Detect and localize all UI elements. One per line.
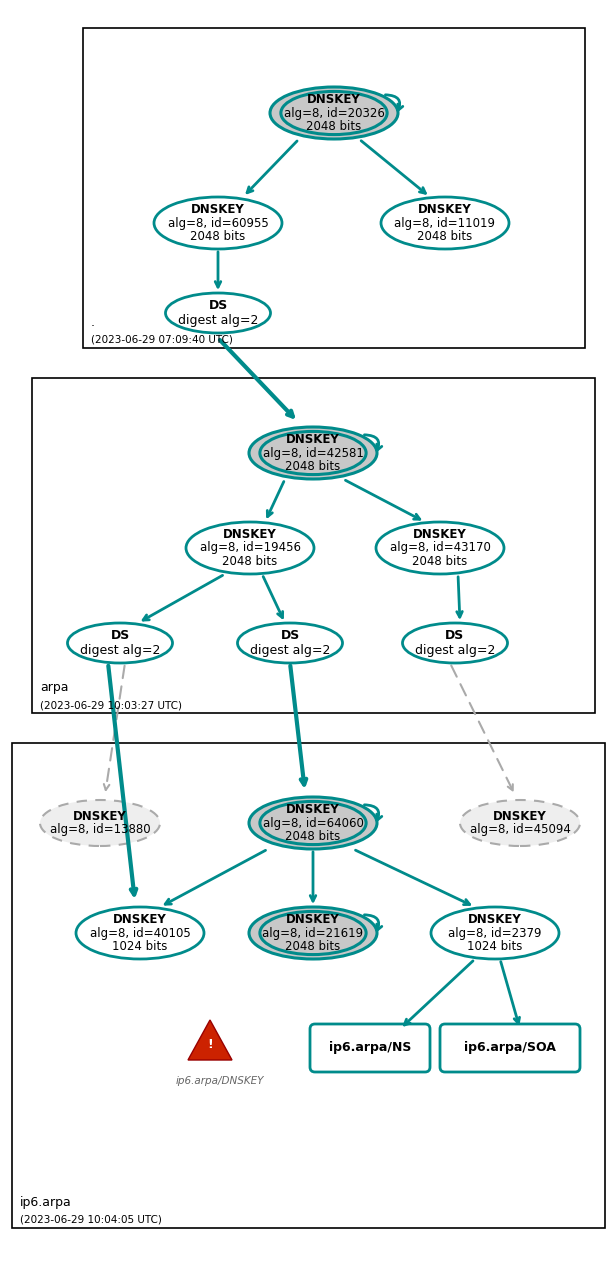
Ellipse shape	[249, 907, 377, 958]
Ellipse shape	[460, 800, 580, 846]
Text: alg=8, id=42581: alg=8, id=42581	[262, 446, 364, 460]
FancyBboxPatch shape	[83, 28, 585, 348]
Text: DNSKEY: DNSKEY	[223, 528, 277, 541]
Text: 2048 bits: 2048 bits	[286, 831, 341, 843]
Ellipse shape	[249, 797, 377, 849]
Ellipse shape	[67, 622, 172, 663]
Text: DNSKEY: DNSKEY	[286, 433, 340, 446]
Text: alg=8, id=20326: alg=8, id=20326	[284, 106, 384, 120]
Text: DNSKEY: DNSKEY	[493, 810, 547, 823]
Text: alg=8, id=45094: alg=8, id=45094	[470, 823, 571, 836]
FancyBboxPatch shape	[310, 1024, 430, 1072]
Text: alg=8, id=40105: alg=8, id=40105	[89, 927, 191, 939]
Text: 1024 bits: 1024 bits	[467, 941, 523, 953]
Text: DNSKEY: DNSKEY	[468, 912, 522, 925]
Text: DS: DS	[280, 629, 300, 643]
Text: DS: DS	[208, 299, 227, 312]
Ellipse shape	[166, 293, 270, 334]
Text: alg=8, id=19456: alg=8, id=19456	[199, 542, 300, 555]
Text: DS: DS	[110, 629, 129, 643]
Polygon shape	[188, 1020, 232, 1059]
Ellipse shape	[381, 197, 509, 249]
Text: ip6.arpa/DNSKEY: ip6.arpa/DNSKEY	[176, 1076, 264, 1086]
Ellipse shape	[270, 87, 398, 139]
Text: 2048 bits: 2048 bits	[223, 555, 278, 569]
Text: digest alg=2: digest alg=2	[250, 644, 330, 657]
Text: DNSKEY: DNSKEY	[307, 93, 361, 106]
Text: alg=8, id=13880: alg=8, id=13880	[50, 823, 150, 836]
Text: 2048 bits: 2048 bits	[413, 555, 468, 569]
Text: DNSKEY: DNSKEY	[413, 528, 467, 541]
Ellipse shape	[249, 427, 377, 479]
Ellipse shape	[403, 622, 508, 663]
Text: alg=8, id=64060: alg=8, id=64060	[262, 817, 364, 829]
Ellipse shape	[154, 197, 282, 249]
Text: DS: DS	[446, 629, 465, 643]
Text: alg=8, id=2379: alg=8, id=2379	[448, 927, 542, 939]
FancyBboxPatch shape	[32, 378, 595, 713]
FancyBboxPatch shape	[12, 743, 605, 1228]
Text: DNSKEY: DNSKEY	[286, 803, 340, 815]
Text: alg=8, id=11019: alg=8, id=11019	[395, 216, 495, 230]
Ellipse shape	[431, 907, 559, 958]
Text: alg=8, id=43170: alg=8, id=43170	[390, 542, 490, 555]
Text: 2048 bits: 2048 bits	[306, 120, 362, 133]
Text: 2048 bits: 2048 bits	[417, 230, 473, 243]
Ellipse shape	[40, 800, 160, 846]
Text: 2048 bits: 2048 bits	[286, 941, 341, 953]
Text: DNSKEY: DNSKEY	[73, 810, 127, 823]
Text: (2023-06-29 10:04:05 UTC): (2023-06-29 10:04:05 UTC)	[20, 1215, 162, 1226]
Ellipse shape	[237, 622, 343, 663]
Text: ip6.arpa: ip6.arpa	[20, 1196, 72, 1209]
Text: DNSKEY: DNSKEY	[191, 203, 245, 216]
Text: digest alg=2: digest alg=2	[178, 313, 258, 327]
Ellipse shape	[186, 521, 314, 574]
Text: 1024 bits: 1024 bits	[112, 941, 168, 953]
Text: ip6.arpa/SOA: ip6.arpa/SOA	[464, 1042, 556, 1054]
Text: alg=8, id=21619: alg=8, id=21619	[262, 927, 364, 939]
Text: ip6.arpa/NS: ip6.arpa/NS	[329, 1042, 411, 1054]
Text: .: .	[91, 316, 95, 328]
Ellipse shape	[76, 907, 204, 958]
Text: digest alg=2: digest alg=2	[415, 644, 495, 657]
Text: (2023-06-29 07:09:40 UTC): (2023-06-29 07:09:40 UTC)	[91, 335, 233, 345]
Text: !: !	[207, 1039, 213, 1052]
FancyBboxPatch shape	[440, 1024, 580, 1072]
Text: arpa: arpa	[40, 681, 69, 694]
Text: 2048 bits: 2048 bits	[286, 460, 341, 473]
Text: DNSKEY: DNSKEY	[113, 912, 167, 925]
Text: 2048 bits: 2048 bits	[191, 230, 246, 243]
Text: DNSKEY: DNSKEY	[286, 912, 340, 925]
Text: digest alg=2: digest alg=2	[80, 644, 160, 657]
Text: DNSKEY: DNSKEY	[418, 203, 472, 216]
Text: alg=8, id=60955: alg=8, id=60955	[167, 216, 268, 230]
Ellipse shape	[376, 521, 504, 574]
Text: (2023-06-29 10:03:27 UTC): (2023-06-29 10:03:27 UTC)	[40, 700, 182, 711]
